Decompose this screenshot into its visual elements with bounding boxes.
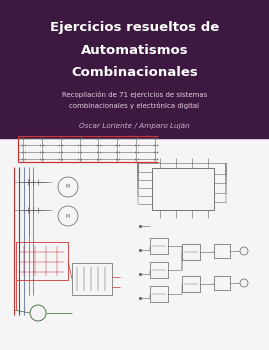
Bar (150, 238, 168, 254)
Text: Automatismos: Automatismos (81, 43, 188, 56)
Bar (150, 262, 168, 278)
Text: Recopilación de 71 ejercicios de sistemas
combinacionales y electrónica digital: Recopilación de 71 ejercicios de sistema… (62, 91, 207, 109)
Text: M: M (66, 214, 70, 218)
Bar (182, 276, 200, 292)
Bar (152, 168, 214, 210)
Bar (182, 244, 200, 260)
Bar (72, 263, 112, 295)
Text: Óscar Loriente / Amparo Luján: Óscar Loriente / Amparo Luján (79, 121, 190, 129)
Bar (16, 242, 68, 280)
Text: Combinacionales: Combinacionales (71, 65, 198, 78)
Bar (0, 0, 269, 138)
Bar (214, 276, 230, 290)
Bar (150, 286, 168, 302)
Text: Ejercicios resueltos de: Ejercicios resueltos de (50, 21, 219, 35)
Text: M: M (66, 184, 70, 189)
Bar (214, 244, 230, 258)
